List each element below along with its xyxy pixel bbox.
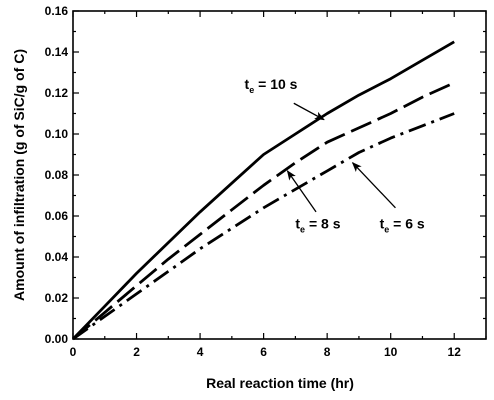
x-tick-label: 6: [260, 345, 267, 359]
annotation-label: te = 6 s: [380, 215, 425, 234]
annotation-arrow: [351, 161, 396, 209]
y-tick-label: 0.14: [45, 45, 69, 59]
x-axis-label: Real reaction time (hr): [206, 375, 354, 391]
x-tick-label: 8: [324, 345, 331, 359]
y-tick-label: 0.08: [45, 168, 69, 182]
y-tick-label: 0.16: [45, 4, 69, 18]
annotation-arrow: [286, 170, 317, 213]
series-lines: [71, 40, 455, 341]
series-line-long-dash: [72, 81, 455, 341]
annotation-arrow: [293, 102, 325, 121]
axis-ticks: 0 2 4 6 8 10 12 0.00 0.02 0.04 0.06 0.08 0.10 0.12 0.1…: [45, 4, 487, 359]
annotation-label: te = 8 s: [295, 215, 340, 234]
annotation-label: te = 10 s: [245, 76, 298, 95]
y-tick-label: 0.10: [45, 127, 69, 141]
x-tick-label: 0: [70, 345, 77, 359]
x-tick-label: 2: [133, 345, 140, 359]
y-tick-label: 0.04: [45, 250, 69, 264]
y-axis-label: Amount of infiltration (g of SiC/g of C): [11, 49, 27, 301]
x-tick-label: 10: [384, 345, 398, 359]
annotations: te = 10 s te = 8 s te = 6 s: [245, 76, 425, 234]
x-tick-label: 12: [448, 345, 462, 359]
y-tick-label: 0.06: [45, 209, 69, 223]
series-line-dash-dot: [72, 112, 455, 341]
series-line-solid: [71, 40, 455, 340]
x-tick-label: 4: [197, 345, 204, 359]
y-tick-label: 0.12: [45, 86, 69, 100]
y-tick-label: 0.00: [45, 332, 69, 346]
y-tick-label: 0.02: [45, 291, 69, 305]
